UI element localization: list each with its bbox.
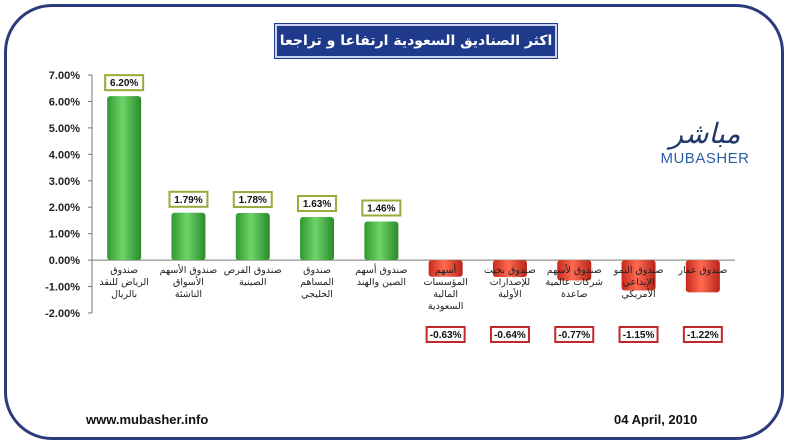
value-label-box <box>104 74 145 92</box>
value-label-box <box>297 195 338 213</box>
category-label: السعودية <box>428 301 463 312</box>
report-date: 04 April, 2010 <box>614 412 698 427</box>
category-label: صندوق الأسهم <box>160 264 218 276</box>
value-label: 1.63% <box>303 199 331 210</box>
website-url[interactable]: www.mubasher.info <box>86 412 209 427</box>
value-label: -1.15% <box>623 330 655 341</box>
logo-arabic: مباشر <box>669 117 741 150</box>
value-label: -1.22% <box>687 330 719 341</box>
category-label: الإبداعي <box>623 277 655 288</box>
category-label: الرياض للنقد <box>99 277 149 288</box>
y-tick-label: -1.00% <box>45 282 80 294</box>
bar-positive <box>107 96 142 261</box>
category-label: الأسواق <box>173 276 204 288</box>
category-label: صندوق <box>303 265 331 276</box>
category-label: صندوق لأسهم <box>547 264 602 276</box>
category-label: الصين والهند <box>357 277 406 288</box>
category-label: صندوق الفرص <box>224 265 282 276</box>
bar-negative <box>492 260 527 278</box>
logo-english: MUBASHER <box>660 150 750 167</box>
category-label: المساهم <box>300 277 334 288</box>
bar-negative <box>621 260 656 291</box>
value-label-box <box>618 326 659 343</box>
bar-negative <box>557 260 592 281</box>
value-label-box <box>554 326 595 343</box>
category-label: الخليجي <box>301 289 333 300</box>
y-tick-label: -2.00% <box>45 308 80 320</box>
category-label: المالية <box>433 289 458 300</box>
y-tick-label: 4.00% <box>49 149 80 161</box>
category-label: صندوق أسهم <box>355 263 407 276</box>
y-tick-label: 1.00% <box>49 229 80 241</box>
value-label: 1.78% <box>239 195 267 206</box>
y-tick-label: 6.00% <box>49 96 80 108</box>
category-label: صاعدة <box>561 289 588 300</box>
value-label-box <box>489 326 530 343</box>
category-label: الناشئة <box>175 289 202 300</box>
category-label: صندوق <box>110 265 138 276</box>
y-tick-label: 2.00% <box>49 202 80 214</box>
bar-positive <box>364 221 399 261</box>
value-label-box <box>361 199 402 217</box>
chart-title: اكثر الصناديق السعودية ارتفاعا و تراجعا <box>275 24 557 58</box>
bar-positive <box>235 213 270 261</box>
bar-positive <box>171 212 206 261</box>
value-label: -0.63% <box>430 330 462 341</box>
value-label: 1.79% <box>174 195 202 206</box>
category-label: الصينية <box>239 277 266 288</box>
bar-positive <box>300 217 335 261</box>
bar-negative <box>428 260 463 277</box>
bar-negative <box>685 260 720 293</box>
category-label: المؤسسات <box>424 277 468 288</box>
category-label: الأولية <box>498 288 522 300</box>
value-label-box <box>232 191 273 209</box>
value-label: 6.20% <box>110 78 138 89</box>
value-label: -0.64% <box>494 330 526 341</box>
value-label-box <box>682 326 723 343</box>
value-label: -0.77% <box>558 330 590 341</box>
y-tick-label: 5.00% <box>49 123 80 135</box>
value-label-box <box>168 190 209 208</box>
y-tick-label: 7.00% <box>49 70 80 82</box>
value-label: 1.46% <box>367 204 395 215</box>
category-label: صندوق عقار <box>677 265 727 276</box>
category-label: شركات عالمية <box>546 277 604 288</box>
mubasher-logo: مباشر MUBASHER <box>655 118 755 174</box>
category-label: الأمريكي <box>621 288 655 300</box>
y-tick-label: 3.00% <box>49 176 80 188</box>
category-label: صندوق النمو <box>613 265 664 276</box>
y-tick-label: 0.00% <box>49 255 80 267</box>
value-label-box <box>425 326 466 343</box>
category-label: أسهم <box>435 263 457 276</box>
category-label: بالريال <box>111 289 137 300</box>
category-label: للإصدارات <box>490 277 530 288</box>
category-label: صندوق بخيت <box>484 265 536 276</box>
